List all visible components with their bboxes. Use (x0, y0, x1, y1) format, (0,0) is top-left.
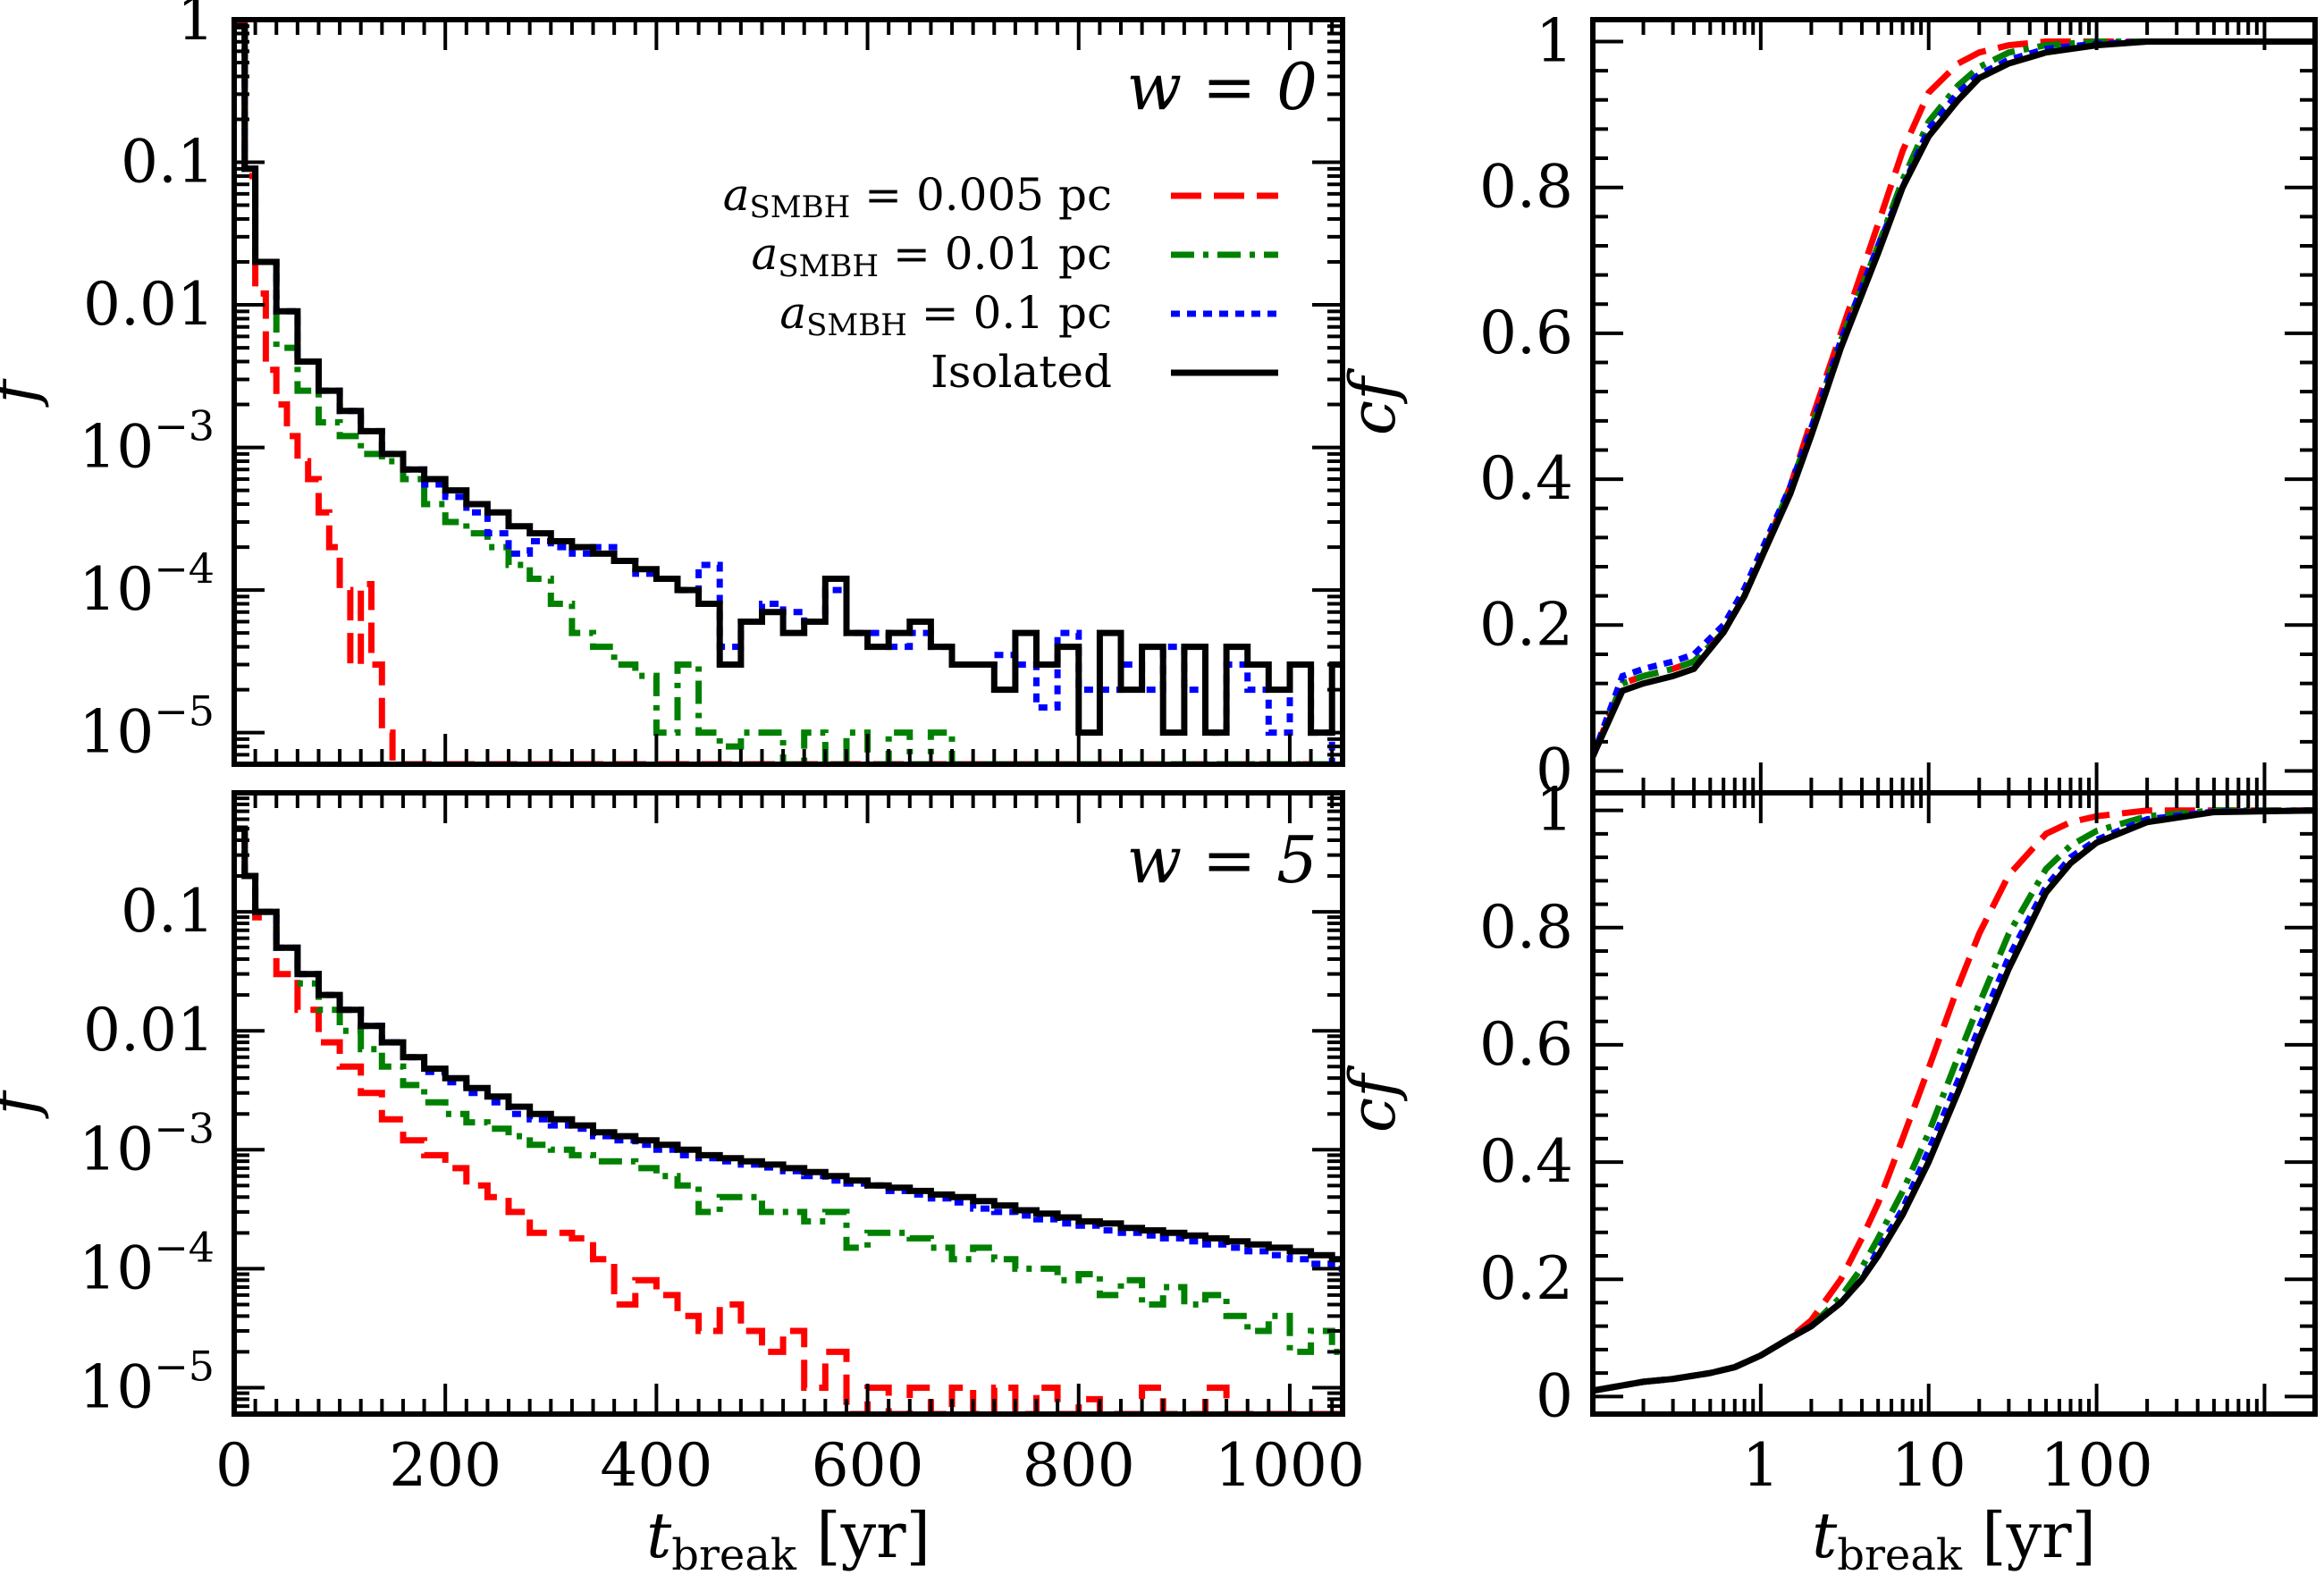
x-axis-label: tbreak [yr] (1812, 1499, 2096, 1580)
series-line-2 (234, 22, 1343, 764)
y-tick-label: 0.4 (1479, 444, 1573, 513)
tick-marks (232, 791, 1343, 1416)
y-tick-label: 0.6 (1479, 1010, 1573, 1079)
panel-annotation: w = 5 (1126, 822, 1318, 897)
y-tick-label: 0.01 (83, 270, 215, 339)
y-tick-label: 0 (1536, 1361, 1573, 1430)
y-tick-label: 10−4 (79, 544, 215, 624)
series-group (234, 825, 1343, 1414)
y-tick-label: 10−5 (79, 687, 215, 767)
y-tick-label: 0.2 (1479, 590, 1573, 659)
tick-marks (1591, 20, 2317, 793)
plot-frame (232, 17, 1345, 767)
y-tick-label: 0.8 (1479, 893, 1573, 962)
y-tick-label: 0.1 (121, 877, 215, 946)
y-tick-label: 10−4 (79, 1223, 215, 1302)
x-tick-label: 800 (1023, 1431, 1135, 1500)
legend-label-2: aSMBH = 0.1 pc (779, 287, 1112, 343)
y-axis-label: f (0, 370, 51, 408)
y-tick-label: 10−3 (79, 1104, 215, 1183)
x-tick-label: 100 (2041, 1431, 2153, 1500)
y-tick-label: 1 (177, 0, 215, 54)
chart-panel-bottom-left: 0.1 0.01 10−3 10−4 10−50 200 400 600 800 1000 f tbr… (0, 790, 1365, 1580)
y-tick-label: 0.1 (121, 128, 215, 197)
plot-frame (232, 790, 1345, 1417)
y-tick-label: 10−5 (79, 1342, 215, 1421)
y-tick-label: 0.01 (83, 996, 215, 1065)
series-line-2 (1593, 38, 2315, 758)
legend-label-3: Isolated (930, 346, 1112, 398)
series-line-1 (1593, 807, 2315, 1394)
series-line-3 (1593, 807, 2315, 1394)
tick-marks (1591, 793, 2317, 1414)
y-tick-label: 0.2 (1479, 1244, 1573, 1313)
x-tick-label: 1000 (1215, 1431, 1365, 1500)
y-tick-label: 0.8 (1479, 153, 1573, 222)
series-line-3 (234, 825, 1343, 1263)
series-group (234, 20, 1343, 764)
chart-panel-bottom-right: 0 0.2 0.4 0.6 0.8 1 1 10 100 cf tbreak [yr] (1336, 776, 2318, 1580)
y-tick-label: 1 (1536, 776, 1573, 845)
y-tick-label: 0.4 (1479, 1127, 1573, 1196)
series-line-1 (234, 825, 1343, 1355)
plot-frame (1590, 17, 2318, 796)
y-tick-label: 1 (1536, 6, 1573, 75)
series-line-1 (234, 22, 1343, 764)
legend-label-0: aSMBH = 0.005 pc (723, 169, 1112, 225)
y-axis-label: f (0, 1082, 51, 1119)
plot-frame (1590, 790, 2318, 1417)
y-axis-label: cf (1336, 367, 1410, 435)
x-tick-label: 200 (389, 1431, 501, 1500)
panel-annotation: w = 0 (1126, 49, 1318, 124)
series-group (1593, 807, 2315, 1394)
y-tick-label: 0.6 (1479, 299, 1573, 367)
series-line-0 (234, 825, 1343, 1414)
y-tick-label: 0 (1536, 737, 1573, 805)
series-line-3 (234, 22, 1343, 737)
x-tick-label: 400 (600, 1431, 712, 1500)
chart-panel-top-right: 0 0.2 0.4 0.6 0.8 1 cf (1336, 6, 2318, 805)
series-group (1593, 38, 2315, 758)
tick-marks (232, 18, 1343, 766)
x-tick-label: 600 (812, 1431, 924, 1500)
y-tick-label: 10−3 (79, 402, 215, 482)
series-line-0 (234, 20, 1343, 764)
x-tick-label: 1 (1742, 1431, 1780, 1500)
x-tick-label: 0 (215, 1431, 253, 1500)
y-axis-label: cf (1336, 1065, 1410, 1133)
series-line-3 (1593, 38, 2315, 758)
legend-label-1: aSMBH = 0.01 pc (752, 228, 1112, 284)
x-axis-label: tbreak [yr] (646, 1499, 930, 1580)
x-tick-label: 10 (1891, 1431, 1966, 1500)
